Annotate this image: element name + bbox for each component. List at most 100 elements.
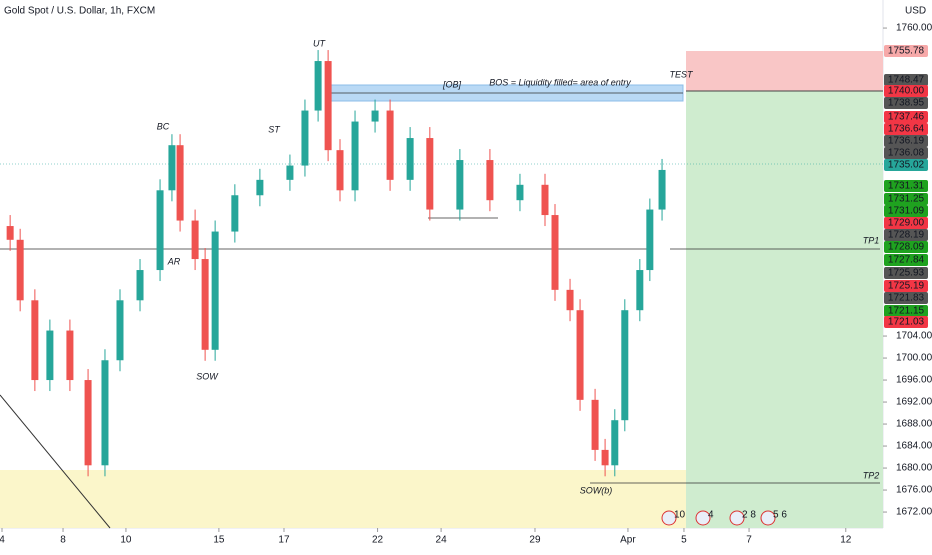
candle-body [301,110,309,166]
candle-body [646,209,654,271]
annotation: UT [313,38,326,48]
x-tick-label: 4 [0,535,5,546]
currency: USD [905,6,926,17]
x-tick-label: 12 [840,535,852,546]
event-count: 4 [708,510,714,521]
candle-body [601,449,609,466]
annotation: TP2 [863,470,880,480]
candle-body [66,330,74,381]
y-tick-label: 1680.00 [896,463,932,474]
annotation: TEST [669,69,694,79]
candle-body [136,270,144,301]
candle-body [591,399,599,450]
candle-body [336,150,344,191]
event-icon [695,510,711,526]
y-tick-label: 1692.00 [896,397,932,408]
price-tag-label: 1727.84 [888,255,925,266]
price-tag-label: 1736.64 [888,124,925,135]
annotation: [OB] [442,79,462,89]
price-tag [884,97,928,109]
chart-title: Gold Spot / U.S. Dollar, 1h, FXCM [4,6,155,17]
candle-body [101,360,109,466]
candle-body [541,184,549,216]
candle-body [636,270,644,311]
x-tick-label: 29 [529,535,541,546]
price-tag [884,123,928,135]
candle-body [324,61,332,151]
price-tag [884,111,928,123]
candle-body [551,215,559,290]
price-tag [884,193,928,205]
price-tag-label: 1728.19 [888,230,925,241]
price-tag [884,74,928,86]
candle-body [168,145,176,191]
price-tag-label: 1728.09 [888,242,925,253]
price-tag-label: 1735.02 [888,160,925,171]
event-count: 10 [674,510,686,521]
price-tag [884,305,928,317]
x-tick-label: 24 [436,535,448,546]
y-tick-label: 1672.00 [896,507,932,518]
candle-body [201,259,209,350]
price-tag-label: 1725.19 [888,281,925,292]
candle-body [46,330,54,381]
annotation: SOW(b) [580,485,613,495]
price-tag [884,147,928,159]
candle-body [621,310,629,421]
event-icon [729,510,745,526]
candle-body [516,184,524,201]
price-tag [884,205,928,217]
event-count: 5 6 [773,510,787,521]
candle-body [256,179,264,196]
x-tick-label: 7 [746,535,752,546]
candle-body [426,138,434,210]
x-tick-label: 22 [372,535,384,546]
annotation: TP1 [863,235,880,245]
candle-body [406,138,414,180]
x-tick-label: 5 [681,535,687,546]
x-tick-label: 15 [213,535,225,546]
candle-body [191,220,199,260]
price-tag [884,217,928,229]
price-tag [884,135,928,147]
candle-body [84,380,92,466]
candle-body [658,169,666,210]
price-tag [884,267,928,279]
price-tag-label: 1731.31 [888,181,925,192]
candle-body [314,61,322,111]
price-tag-label: 1729.00 [888,218,925,229]
candle-body [611,420,619,466]
event-count: 2 8 [742,510,756,521]
price-tag-label: 1721.03 [888,317,925,328]
price-tag-label: 1731.25 [888,194,925,205]
annotation: BOS = Liquidity filled= area of entry [489,77,631,87]
candle-body [211,231,219,350]
price-tag-label: 1736.08 [888,148,925,159]
candle-body [386,110,394,180]
trend-line [0,394,111,529]
price-tag [884,292,928,304]
x-tick-label: 8 [60,535,66,546]
candle-body [371,110,379,122]
y-tick-label: 1700.00 [896,353,932,364]
price-tag-label: 1738.95 [888,98,925,109]
price-tag [884,229,928,241]
price-tag-label: 1725.93 [888,268,925,279]
price-tag [884,85,928,97]
price-tag [884,280,928,292]
candle-body [6,226,14,240]
annotation: BC [157,121,170,131]
price-tag-label: 1755.78 [888,46,925,57]
candle-body [566,289,574,311]
event-icon [661,510,677,526]
target-zone [686,91,883,528]
price-tag [884,180,928,192]
price-tag [884,241,928,253]
annotation: ST [268,124,281,134]
candle-body [231,195,239,232]
candle-body [16,239,24,301]
candle-body [486,160,494,201]
price-tag [884,254,928,266]
stop-zone [686,51,883,91]
